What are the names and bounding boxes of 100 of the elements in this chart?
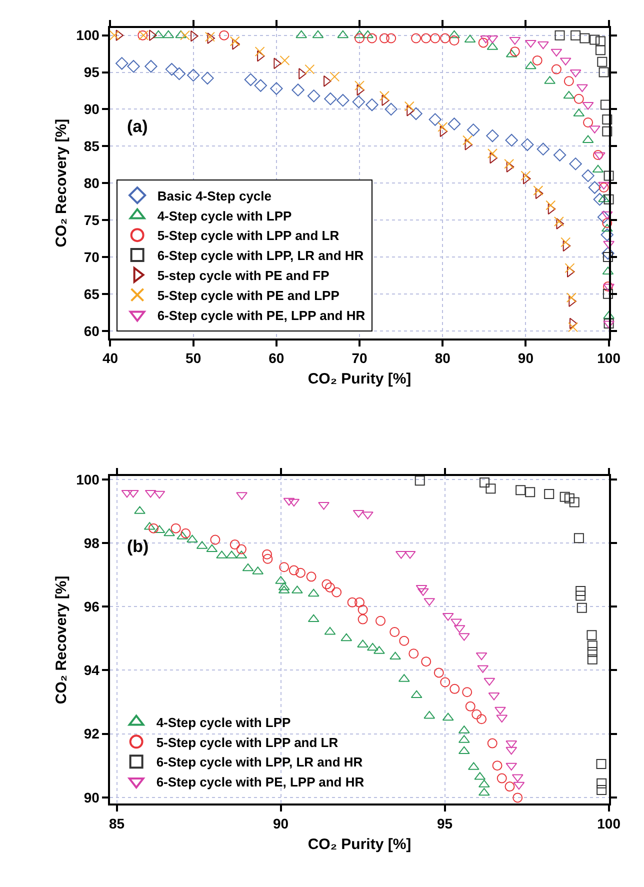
point [307, 90, 320, 102]
point [262, 554, 273, 564]
point [604, 194, 614, 204]
point [180, 528, 191, 538]
point [597, 210, 610, 224]
point [602, 288, 613, 299]
point [254, 46, 265, 57]
point [434, 668, 444, 678]
point [602, 252, 613, 262]
y-tick-label: 96 [84, 598, 100, 614]
legend-label: 6-Step cycle with PE, LPP and HR [156, 774, 365, 790]
point [595, 45, 606, 56]
point [352, 95, 366, 108]
point [356, 84, 365, 96]
point [486, 129, 499, 142]
point [522, 172, 531, 184]
point [506, 161, 514, 173]
point [109, 30, 120, 40]
point [366, 642, 378, 651]
point [230, 36, 240, 46]
x-tick-label: 60 [268, 350, 284, 366]
point [230, 540, 240, 550]
point [602, 218, 612, 228]
point [278, 582, 290, 590]
point [496, 773, 507, 784]
point [560, 237, 571, 248]
point [410, 690, 422, 698]
point [546, 200, 556, 210]
annotation: (b) [127, 537, 149, 556]
point [587, 654, 598, 664]
point [504, 782, 515, 792]
point [513, 782, 525, 790]
point [308, 588, 320, 597]
point [462, 687, 472, 698]
point [596, 785, 607, 796]
point [504, 158, 514, 169]
point [587, 647, 598, 658]
point [462, 135, 473, 146]
point [280, 55, 290, 66]
point [186, 534, 198, 543]
point [576, 590, 586, 601]
point [408, 648, 419, 659]
legend-label: 5-step cycle with PE and FP [157, 268, 330, 283]
point [506, 746, 518, 755]
point [366, 33, 377, 44]
x-tick-label: 80 [434, 350, 451, 366]
point [574, 533, 584, 544]
point [411, 33, 422, 44]
y-tick-label: 95 [84, 64, 100, 80]
legend-label: Basic 4-Step cycle [157, 188, 272, 204]
point [587, 640, 598, 651]
point [476, 652, 488, 660]
point [510, 46, 520, 57]
point [384, 102, 398, 116]
point [430, 33, 440, 44]
point [358, 614, 368, 624]
point [478, 38, 488, 48]
point [598, 67, 609, 78]
point [304, 64, 315, 74]
legend-label: 4-Step cycle with LPP [157, 208, 292, 224]
y-tick-label: 65 [84, 286, 100, 302]
point [593, 192, 606, 206]
point [148, 523, 159, 534]
point [596, 758, 606, 769]
y-tick-label: 94 [84, 662, 100, 678]
point [521, 138, 534, 152]
point [128, 490, 139, 498]
point [288, 498, 300, 507]
point [424, 710, 436, 719]
legend-label: 5-Step cycle with LPP and LR [156, 734, 339, 750]
point [354, 30, 366, 38]
point [467, 124, 480, 136]
x-tick-label: 40 [102, 350, 118, 366]
y-tick-label: 70 [84, 248, 100, 265]
point [603, 240, 614, 249]
point [464, 138, 473, 150]
point [410, 107, 422, 120]
point [421, 656, 432, 667]
point [116, 30, 124, 42]
point [154, 490, 166, 499]
point [121, 490, 133, 498]
point [386, 33, 396, 44]
point [420, 33, 431, 44]
point [601, 224, 613, 232]
point [306, 572, 316, 582]
point [551, 64, 562, 74]
point [580, 33, 590, 44]
point [127, 60, 140, 73]
point [602, 246, 614, 260]
annotation: (a) [127, 117, 148, 136]
point [566, 292, 576, 303]
point [576, 84, 588, 92]
point [601, 211, 613, 220]
point [544, 488, 554, 499]
point [165, 62, 178, 76]
point [390, 652, 401, 660]
point [262, 549, 272, 560]
point [404, 101, 414, 112]
point [170, 523, 181, 534]
point [520, 170, 531, 181]
